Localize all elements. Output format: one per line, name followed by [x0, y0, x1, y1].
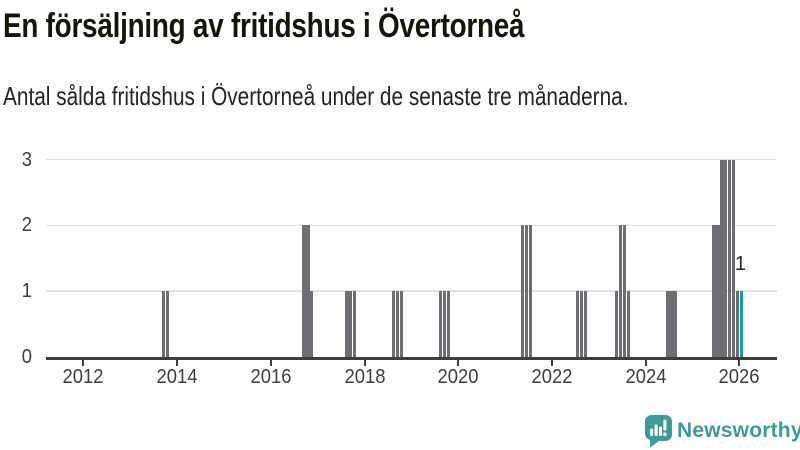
x-axis-label: 2012 — [62, 366, 104, 388]
x-axis-label: 2016 — [250, 366, 292, 388]
bar — [399, 291, 404, 357]
bar — [673, 291, 677, 357]
x-axis-label: 2020 — [437, 366, 479, 388]
bar — [735, 291, 740, 357]
bar — [524, 225, 529, 357]
x-axis-label: 2024 — [625, 366, 667, 388]
x-axis-tick — [176, 359, 179, 366]
y-axis-label: 3 — [21, 148, 32, 171]
gridline-y2 — [46, 224, 777, 227]
newsworthy-logo: Newsworthy — [644, 413, 800, 449]
bar — [669, 291, 673, 357]
bar — [161, 291, 166, 357]
bar — [575, 291, 580, 357]
x-axis-label: 2018 — [344, 366, 385, 388]
bar — [731, 159, 736, 357]
bar — [579, 291, 583, 357]
chart-subtitle: Antal sålda fritidshus i Övertorneå unde… — [3, 81, 629, 111]
bar-value-label: 1 — [734, 253, 746, 276]
bar — [626, 291, 630, 357]
newsworthy-icon — [645, 415, 672, 448]
x-axis-line — [46, 357, 777, 360]
bar — [618, 225, 622, 357]
x-axis-tick — [269, 359, 272, 366]
gridline-y1 — [46, 290, 777, 292]
x-axis-tick — [457, 359, 460, 366]
bar — [392, 291, 396, 357]
x-axis-label: 2014 — [156, 366, 198, 388]
bar — [665, 291, 669, 357]
bar — [345, 291, 349, 357]
bar — [439, 291, 443, 357]
y-axis-label: 0 — [21, 346, 32, 368]
bar — [396, 291, 400, 357]
y-axis-label: 2 — [21, 214, 32, 237]
bar — [306, 225, 310, 357]
brand-name: Newsworthy — [677, 419, 800, 442]
bar — [712, 225, 716, 357]
bar — [614, 291, 619, 357]
bar — [528, 225, 533, 357]
bar — [622, 225, 626, 357]
bar — [521, 225, 525, 357]
bar — [716, 225, 720, 357]
bar — [446, 291, 451, 357]
gridline-y3 — [46, 158, 777, 161]
chart-title: En försäljning av fritidshus i Övertorne… — [3, 7, 525, 45]
bar — [442, 291, 447, 357]
bar — [165, 291, 169, 357]
bar — [310, 291, 314, 357]
bar — [583, 291, 587, 357]
highlight-bar — [739, 291, 744, 357]
bar — [302, 225, 306, 357]
x-axis-tick — [551, 359, 553, 366]
bar — [728, 159, 732, 357]
x-axis-tick — [363, 359, 366, 366]
x-axis-tick — [738, 359, 741, 366]
bar — [349, 291, 353, 357]
x-axis-label: 2022 — [531, 366, 573, 388]
y-axis-label: 1 — [21, 280, 32, 303]
x-axis-tick — [82, 359, 85, 366]
bar — [353, 291, 357, 357]
bar — [720, 159, 724, 357]
bar — [724, 159, 728, 357]
x-axis-label: 2026 — [718, 366, 760, 388]
x-axis-tick — [644, 359, 647, 366]
